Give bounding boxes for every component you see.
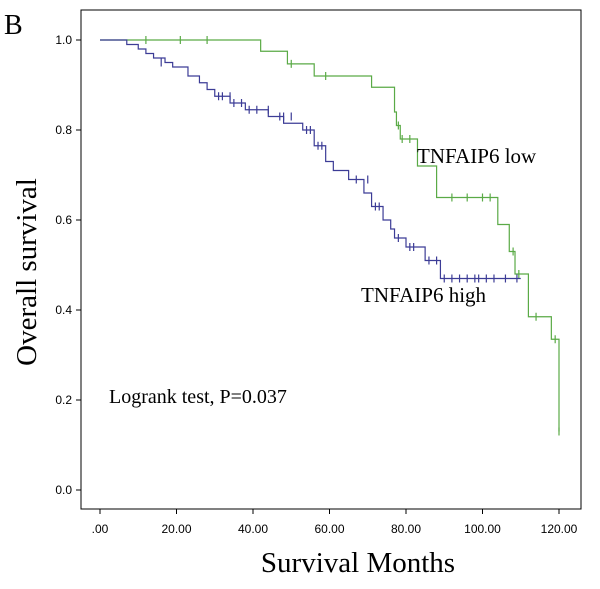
y-ticks: 0.0 0.2 0.4 0.6 0.8 1.0	[55, 33, 81, 497]
x-tick-label: 80.00	[391, 522, 421, 536]
x-tick-label: 40.00	[238, 522, 268, 536]
y-tick-label: 1.0	[55, 33, 72, 47]
y-tick-label: 0.8	[55, 123, 72, 137]
y-tick-label: 0.6	[55, 213, 72, 227]
logrank-annotation: Logrank test, P=0.037	[109, 386, 287, 408]
y-tick-label: 0.4	[55, 303, 72, 317]
panel-label: B	[4, 10, 23, 41]
y-axis-title: Overall survival	[11, 178, 43, 366]
series-label-high: TNFAIP6 high	[361, 283, 487, 307]
x-tick-label: 60.00	[314, 522, 344, 536]
x-axis-title: Survival Months	[261, 547, 455, 579]
x-tick-label: 120.00	[541, 522, 578, 536]
survival-curves	[100, 36, 560, 436]
x-tick-label: 20.00	[161, 522, 191, 536]
series-label-low: TNFAIP6 low	[417, 144, 537, 168]
x-ticks: .00 20.00 40.00 60.00 80.00 100.00 120.00	[92, 509, 578, 536]
y-tick-label: 0.2	[55, 393, 72, 407]
x-tick-label: .00	[92, 522, 109, 536]
curve-low	[100, 39, 560, 432]
plot-frame	[80, 9, 582, 510]
y-tick-label: 0.0	[55, 483, 72, 497]
x-tick-label: 100.00	[464, 522, 501, 536]
